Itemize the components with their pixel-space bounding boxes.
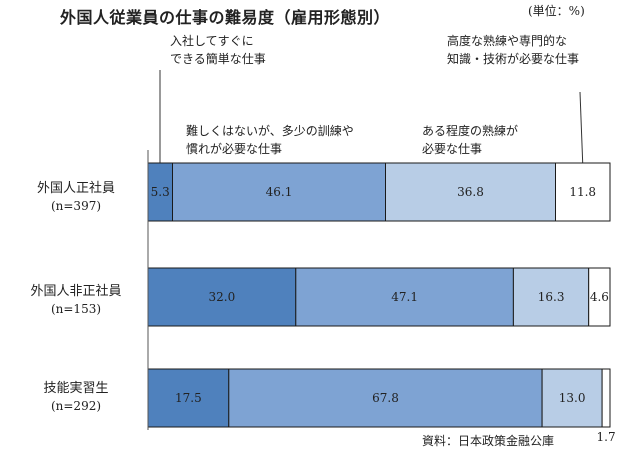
legend-annotation-easy: 入社してすぐに できる簡単な仕事 [170, 32, 266, 68]
legend-annotation-training: 難しくはないが、多少の訓練や 慣れが必要な仕事 [186, 122, 354, 158]
bar-segment [385, 162, 556, 222]
bar-segment [555, 162, 611, 222]
source-note: 資料：日本政策金融公庫 [422, 434, 555, 448]
unit-label: (単位：%) [528, 4, 585, 18]
annotation-line: 慣れが必要な仕事 [186, 142, 283, 156]
bar-segment [147, 162, 173, 222]
bar-segment [295, 267, 514, 327]
category-n: (n=153) [50, 302, 102, 316]
category-label: 外国人正社員 [36, 181, 115, 196]
category-label: 外国人非正社員 [30, 284, 122, 299]
annotation-leader-line [579, 91, 584, 164]
annotation-line: 必要な仕事 [422, 142, 483, 156]
data-label: 13.0 [559, 391, 586, 405]
annotation-line: 難しくはないが、多少の訓練や [186, 124, 354, 138]
annotation-line: できる簡単な仕事 [170, 52, 266, 66]
annotation-line: ある程度の熟練が [422, 124, 519, 138]
category-n: (n=292) [50, 399, 102, 413]
data-label: 36.8 [457, 185, 484, 199]
annotation-leaders [159, 70, 584, 164]
bar-segment [147, 267, 297, 327]
data-label: 47.1 [391, 290, 418, 304]
chart-title: 外国人従業員の仕事の難易度（雇用形態別） [60, 8, 391, 27]
data-label: 46.1 [266, 185, 293, 199]
data-label: 67.8 [372, 391, 399, 405]
data-label: 5.3 [151, 185, 170, 199]
data-label: 11.8 [569, 185, 596, 199]
bars: 5.3 46.1 36.8 11.8 32.0 47.1 16.3 4.6 17.5 67.8 13… [147, 162, 616, 444]
annotation-line: 入社してすぐに [170, 34, 254, 48]
bar-segment [228, 368, 543, 428]
legend-annotation-expert: 高度な熟練や専門的な 知識・技術が必要な仕事 [447, 32, 579, 68]
bar-segment [172, 162, 386, 222]
bar-segment [588, 267, 611, 327]
data-label: 17.5 [175, 391, 202, 405]
data-label: 1.7 [597, 430, 616, 444]
data-label: 16.3 [538, 290, 565, 304]
bar-segment [601, 368, 611, 428]
legend-annotation-skilled: ある程度の熟練が 必要な仕事 [422, 122, 518, 158]
category-n: (n=397) [50, 199, 102, 213]
annotation-line: 高度な熟練や専門的な [447, 34, 568, 48]
data-label: 32.0 [209, 290, 236, 304]
bar-segment [541, 368, 603, 428]
annotation-line: 知識・技術が必要な仕事 [447, 52, 580, 66]
category-label: 技能実習生 [43, 381, 109, 396]
bar-segment [512, 267, 590, 327]
data-label: 4.6 [590, 290, 609, 304]
